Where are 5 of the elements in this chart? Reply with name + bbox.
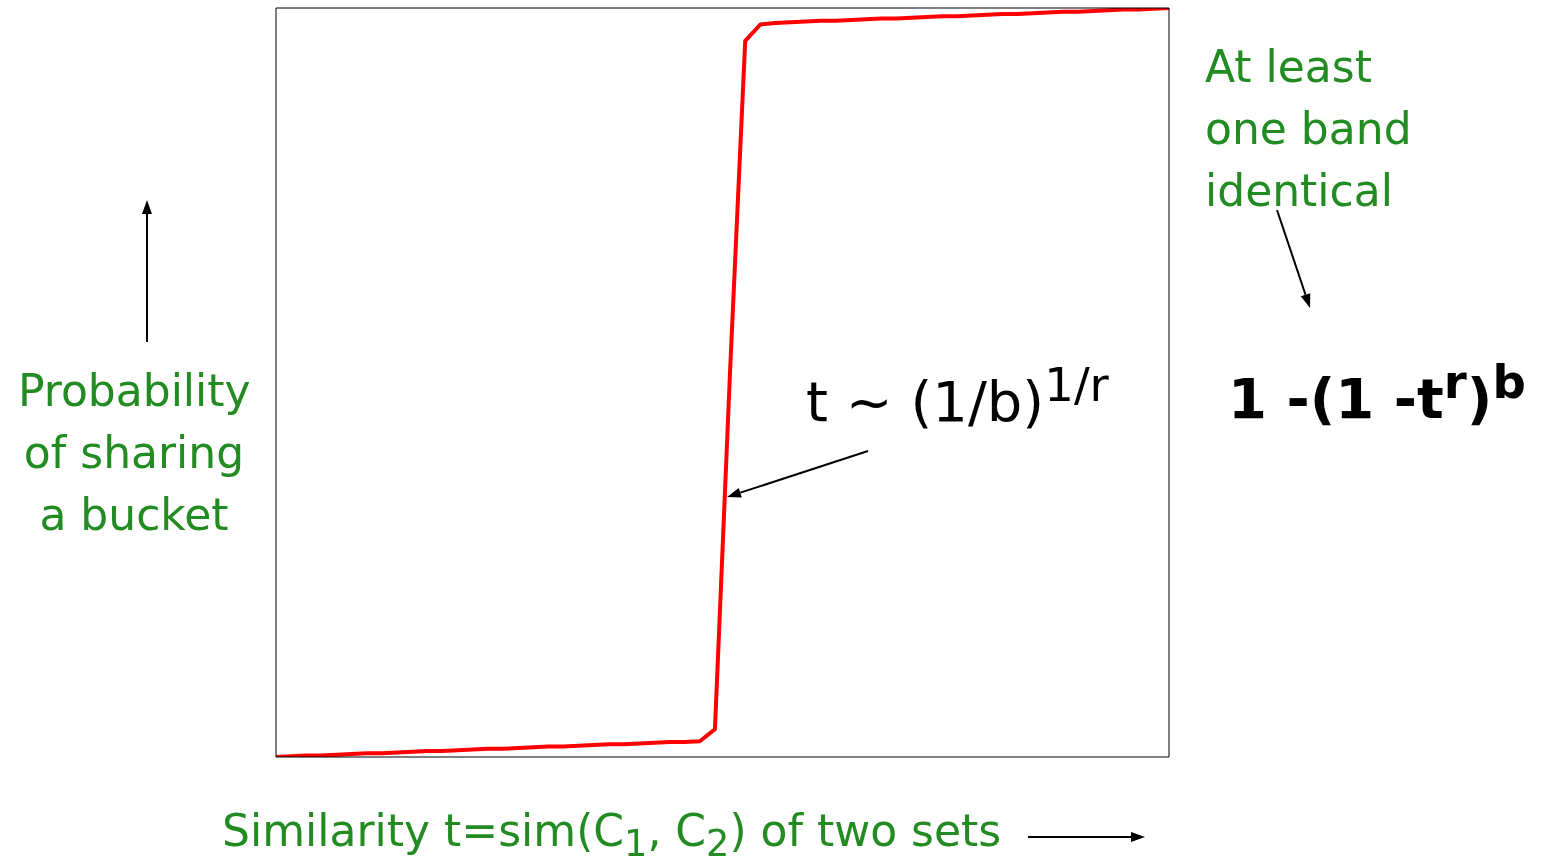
y-axis-title: Probability of sharing a bucket xyxy=(18,364,251,542)
text: 1 -(1 -t$^{r}$)$^{b}$ xyxy=(1228,355,1526,431)
text: At least one band identical xyxy=(1205,40,1413,218)
x-axis-title: Similarity t=sim(C$_{1}$, C$_{2}$) of two sets xyxy=(222,805,1002,861)
annotation: t ~ (1/b)$^{1/r}$ xyxy=(806,358,1109,434)
